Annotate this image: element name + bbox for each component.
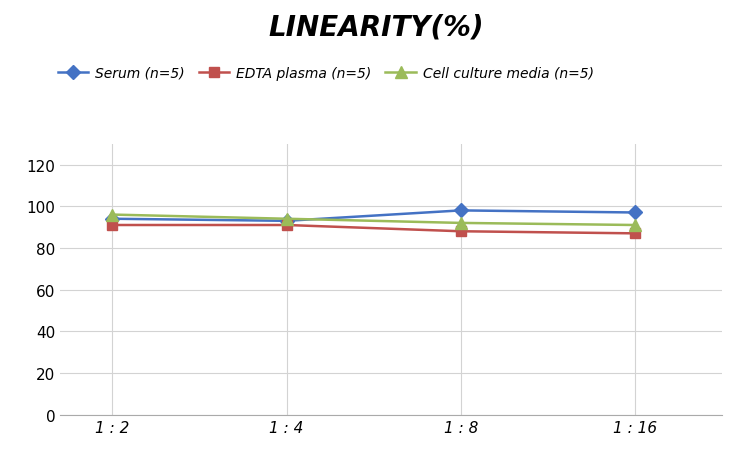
Cell culture media (n=5) bbox=[456, 221, 465, 226]
Cell culture media (n=5) bbox=[630, 223, 639, 228]
EDTA plasma (n=5) bbox=[108, 223, 117, 228]
EDTA plasma (n=5) bbox=[630, 231, 639, 236]
Serum (n=5) bbox=[456, 208, 465, 214]
Serum (n=5) bbox=[282, 219, 291, 224]
EDTA plasma (n=5) bbox=[282, 223, 291, 228]
Legend: Serum (n=5), EDTA plasma (n=5), Cell culture media (n=5): Serum (n=5), EDTA plasma (n=5), Cell cul… bbox=[52, 61, 599, 86]
Serum (n=5) bbox=[108, 216, 117, 222]
Cell culture media (n=5) bbox=[282, 216, 291, 222]
Line: Cell culture media (n=5): Cell culture media (n=5) bbox=[107, 210, 641, 231]
Cell culture media (n=5) bbox=[108, 212, 117, 218]
EDTA plasma (n=5) bbox=[456, 229, 465, 235]
Line: Serum (n=5): Serum (n=5) bbox=[108, 206, 640, 226]
Serum (n=5) bbox=[630, 210, 639, 216]
Line: EDTA plasma (n=5): EDTA plasma (n=5) bbox=[108, 221, 640, 239]
Text: LINEARITY(%): LINEARITY(%) bbox=[268, 14, 484, 41]
